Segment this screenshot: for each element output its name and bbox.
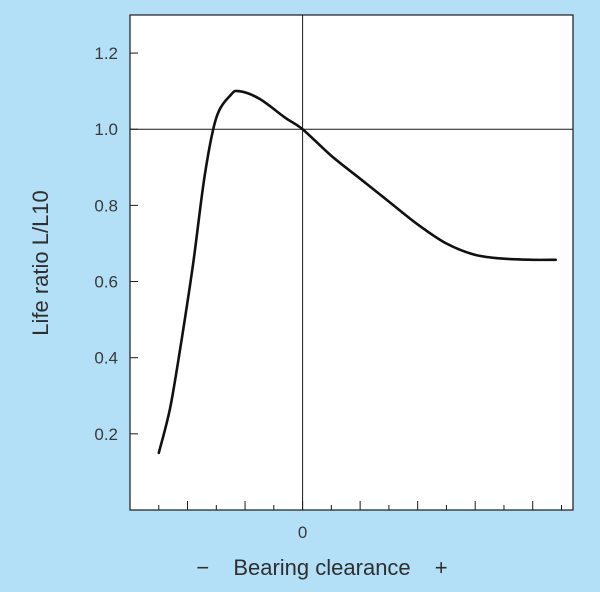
y-tick-label: 1.0	[94, 120, 118, 139]
x-axis-minus-sign: −	[196, 555, 209, 580]
y-tick-label: 0.8	[94, 196, 118, 215]
y-tick-label: 0.2	[94, 425, 118, 444]
plot-area	[129, 14, 574, 511]
y-axis-title: Life ratio L/L10	[28, 190, 53, 336]
x-axis-title: − Bearing clearance +	[196, 555, 447, 580]
y-tick-label: 1.2	[94, 44, 118, 63]
x-tick-label-zero: 0	[298, 523, 307, 542]
x-axis-plus-sign: +	[435, 555, 448, 580]
y-tick-label: 0.6	[94, 273, 118, 292]
y-tick-label: 0.4	[94, 349, 118, 368]
y-axis-ticks: 0.2 0.4 0.6 0.8 1.0 1.2	[94, 44, 138, 444]
x-axis-label-text: Bearing clearance	[233, 555, 410, 580]
x-axis-ticks	[158, 501, 562, 510]
life-ratio-curve	[157, 89, 557, 455]
